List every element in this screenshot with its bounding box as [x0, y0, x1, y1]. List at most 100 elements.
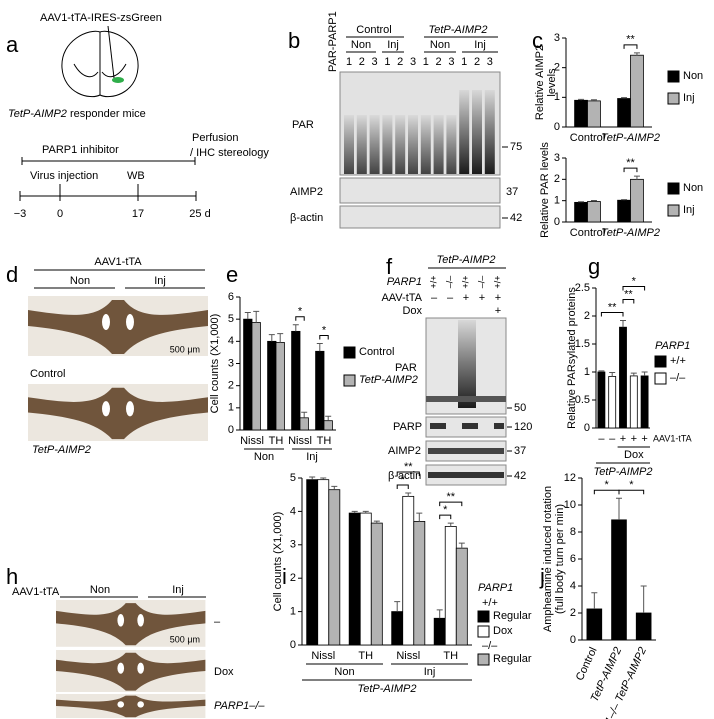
error-bar — [436, 609, 443, 619]
blot-lane — [395, 115, 406, 174]
error-bar — [616, 497, 622, 520]
blot-band — [462, 423, 478, 429]
day-label: 17 — [132, 208, 144, 220]
error-bar — [301, 411, 308, 418]
lane-number: 2 — [474, 56, 480, 68]
panel-letter: c — [532, 28, 543, 53]
row-label: AAV1-tTA — [653, 433, 692, 443]
significance-bracket — [439, 514, 452, 520]
lane-number: 2 — [359, 56, 365, 68]
endpoint-label: / IHC stereology — [190, 147, 269, 159]
x-tick-label: Nissl — [396, 650, 420, 662]
y-tick-label: 5 — [290, 472, 296, 484]
bar — [391, 611, 404, 646]
row-label: Dox — [214, 666, 234, 678]
y-tick-label: 3 — [290, 539, 296, 551]
needle — [107, 25, 115, 79]
brain-section — [56, 694, 206, 718]
marker-ticks — [502, 146, 508, 219]
lane-number: 3 — [372, 56, 378, 68]
x-tick-label: TH — [317, 435, 332, 447]
lane-genotype: –/– — [476, 276, 486, 289]
blot-band — [426, 396, 506, 402]
y-tick-label: 0 — [554, 121, 560, 133]
timeline — [19, 184, 197, 201]
bar — [574, 201, 588, 223]
bar — [611, 519, 627, 641]
bar — [597, 371, 606, 429]
y-axis-label: Relative PARsylated proteins — [566, 287, 578, 429]
mouse-line: TetP-AIMP2 — [8, 108, 67, 120]
panel-letter: i — [282, 564, 287, 589]
blot-lane — [459, 90, 470, 174]
panel-letter: g — [588, 254, 600, 279]
day-label: 25 d — [189, 208, 210, 220]
mw-marker: 37 — [506, 186, 518, 198]
panel-letter: d — [6, 262, 18, 287]
blot-lane — [369, 115, 380, 174]
condition-label: Non — [90, 584, 110, 596]
bar — [291, 330, 301, 431]
legend-swatch — [654, 372, 667, 385]
error-bar — [621, 97, 628, 99]
group-label: Non — [254, 451, 274, 463]
bar — [433, 617, 446, 646]
legend-group: +/+ — [482, 597, 498, 609]
y-tick-label: 4 — [570, 580, 576, 592]
blot-lane — [472, 90, 482, 174]
x-tick-label: Control — [570, 132, 605, 144]
lane-aav: + — [463, 292, 469, 304]
mw-marker: 50 — [514, 402, 526, 414]
bar — [323, 420, 333, 431]
blot-lane — [382, 115, 393, 174]
bar — [251, 322, 261, 431]
y-tick-label: 1 — [290, 606, 296, 618]
scale-label: 500 μm — [170, 634, 200, 644]
blot-aimp2 — [339, 177, 501, 204]
y-tick-label: 2 — [584, 310, 590, 322]
y-tick-label: 2 — [228, 380, 234, 392]
bar — [315, 350, 325, 431]
mw-marker: 37 — [514, 445, 526, 457]
x-tick-label: Nissl — [288, 435, 312, 447]
condition-label: Inj — [154, 275, 166, 287]
significance-label: * — [401, 474, 406, 486]
error-bar — [621, 199, 628, 201]
bar — [640, 375, 649, 429]
error-bar — [633, 52, 640, 56]
error-bar — [633, 175, 640, 180]
row-label: PARP1–/– — [214, 700, 265, 712]
legend-label: Regular — [493, 653, 532, 665]
error-bar — [362, 510, 369, 514]
y-tick-label: 2.5 — [575, 282, 590, 294]
lane-label: PAR-PARP1 — [327, 11, 339, 72]
blot-band — [494, 423, 504, 429]
significance-bracket — [396, 471, 420, 477]
bar — [370, 522, 383, 646]
event-label: WB — [127, 170, 145, 182]
lane-genotype: +/+ — [428, 275, 438, 288]
y-tick-label: 4 — [290, 505, 296, 517]
lane-number: 3 — [487, 56, 493, 68]
significance-bracket — [295, 316, 305, 321]
y-tick-label: 1.5 — [575, 338, 590, 350]
brain-section — [28, 384, 208, 441]
panel-letter: h — [6, 564, 18, 589]
condition-label: Inj — [474, 39, 486, 51]
blot-label: β-actin — [290, 212, 323, 224]
error-bar — [373, 520, 380, 524]
lane-aav: – — [447, 292, 454, 304]
error-bar — [277, 333, 284, 343]
bar — [608, 376, 617, 429]
bar — [630, 54, 644, 128]
y-tick-label: 0 — [570, 634, 576, 646]
x-tick-label: Nissl — [311, 650, 335, 662]
blot-lane — [433, 115, 444, 174]
condition-label: Inj — [387, 39, 399, 51]
legend-title: PARP1 — [655, 340, 690, 352]
group-label: Control — [356, 24, 391, 36]
bar — [275, 342, 285, 431]
day-label: −3 — [14, 208, 27, 220]
bar — [635, 612, 652, 641]
